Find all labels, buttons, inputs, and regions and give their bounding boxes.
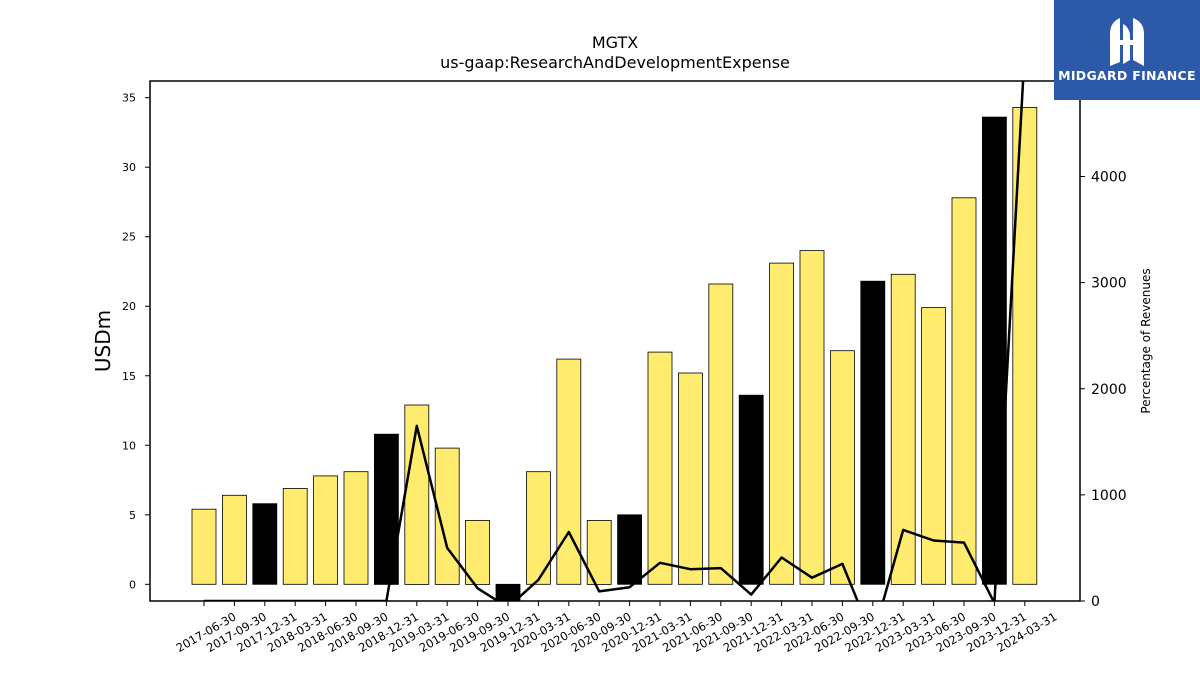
y2-tick-label: 1000 [1091, 488, 1127, 504]
plot-frame [149, 80, 1081, 602]
bar-2018-09-30 [343, 471, 369, 585]
bar-2021-06-30 [678, 372, 703, 585]
bar-2022-12-31 [860, 280, 886, 585]
y2-tick-label: 2000 [1091, 382, 1127, 398]
bar-2022-06-30 [799, 250, 825, 585]
y-axis-label: USDm [91, 310, 115, 372]
bar-2021-09-30 [708, 283, 734, 585]
bar-2017-06-30 [191, 508, 217, 585]
midgard-logo-icon [1110, 18, 1144, 66]
y-tick-label: 10 [122, 439, 136, 452]
bar-2022-09-30 [830, 350, 855, 585]
bar-2023-12-31 [982, 116, 1007, 585]
y-tick-label: 0 [129, 578, 136, 591]
y2-axis-label: Percentage of Revenues [1139, 268, 1153, 413]
midgard-finance-logo: MIDGARD FINANCE [1054, 0, 1200, 100]
bar-2017-12-31 [252, 503, 278, 585]
chart-title: MGTX [592, 33, 638, 52]
bar-2021-03-31 [647, 351, 673, 585]
bar-2022-03-31 [769, 262, 794, 585]
bar-2020-12-31 [617, 514, 642, 585]
logo-text: MIDGARD FINANCE [1058, 68, 1196, 83]
bar-2018-12-31 [373, 433, 399, 585]
y2-tick-label: 0 [1091, 594, 1100, 610]
y-tick-label: 5 [129, 509, 136, 522]
bar-2023-03-31 [890, 273, 916, 585]
y-tick-label: 35 [122, 92, 136, 105]
bar-2021-12-31 [738, 394, 764, 585]
y-tick-label: 15 [122, 370, 136, 383]
bar-2024-03-31 [1012, 107, 1038, 585]
bar-2018-06-30 [313, 475, 339, 585]
bar-2019-03-31 [404, 404, 430, 585]
chart-subtitle: us-gaap:ResearchAndDevelopmentExpense [440, 53, 790, 72]
y-tick-label: 25 [122, 231, 136, 244]
revenue-percentage-line [204, 81, 1025, 601]
y2-tick-label: 4000 [1091, 170, 1127, 186]
bar-2023-09-30 [951, 197, 977, 585]
bar-2018-03-31 [282, 487, 308, 585]
y-tick-label: 30 [122, 161, 136, 174]
y-tick-label: 20 [122, 300, 136, 313]
bar-2019-09-30 [465, 520, 491, 585]
y2-tick-label: 3000 [1091, 276, 1127, 292]
bar-2017-09-30 [221, 494, 247, 585]
bar-2023-06-30 [921, 307, 946, 585]
